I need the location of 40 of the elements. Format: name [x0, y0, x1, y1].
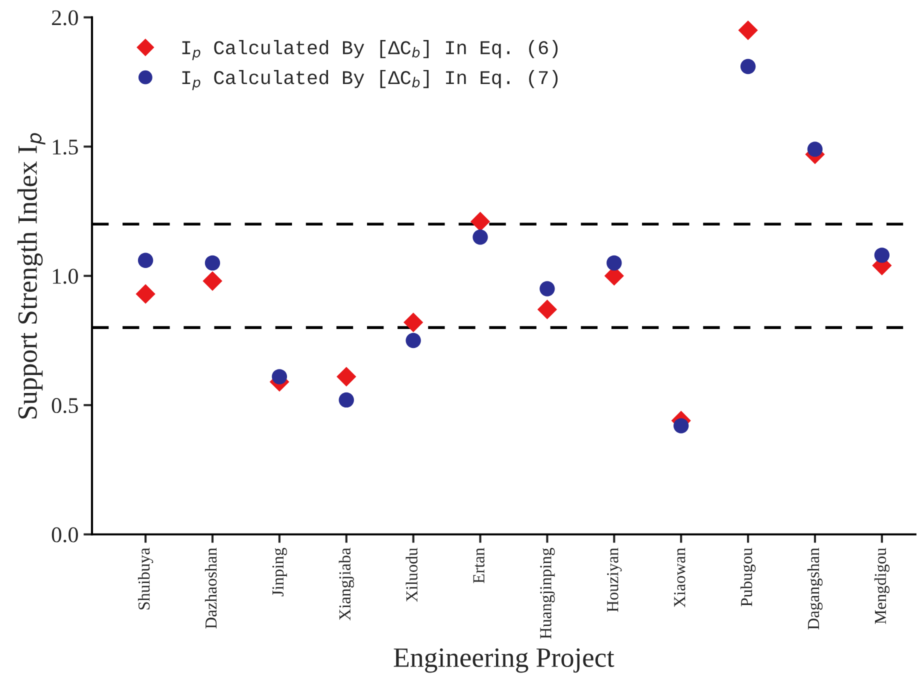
- point: [606, 255, 622, 271]
- point: [406, 332, 421, 348]
- legend-label: I$_{p}$ Calculated By [ΔC$_{b}$] In Eq. (6): [182, 40, 558, 60]
- point: [272, 369, 288, 384]
- point: [673, 418, 689, 434]
- x-tick-label: Xiluodu: [406, 548, 418, 602]
- x-axis-title: Engineering Project: [394, 648, 614, 673]
- point: [470, 212, 490, 232]
- y-tick-label: 0.5: [52, 398, 78, 414]
- y-tick-label: 1.0: [52, 268, 78, 284]
- point: [540, 281, 555, 296]
- point: [136, 284, 156, 304]
- x-tick-label: Dazhaoshan: [204, 548, 217, 629]
- point: [537, 300, 558, 320]
- y-tick-label: 2.0: [52, 10, 78, 26]
- x-tick-label: Shuibuya: [138, 548, 154, 610]
- point: [807, 142, 823, 157]
- point: [202, 271, 222, 291]
- x-tick-label: Dagangshan: [807, 548, 823, 630]
- point: [338, 392, 354, 408]
- y-axis-title: Support Strength Index I$_{p}$: [17, 133, 46, 418]
- point: [138, 252, 154, 268]
- x-tick-label: Houziyan: [607, 548, 622, 612]
- x-tick-label: Mengdigou: [874, 548, 890, 624]
- point: [336, 366, 356, 387]
- point: [404, 312, 424, 332]
- x-tick-label: Pubugou: [740, 548, 756, 606]
- point: [204, 255, 220, 271]
- x-tick-label: Xiaowan: [674, 548, 686, 608]
- x-tick-label: Xiangjiaba: [338, 548, 354, 620]
- x-tick-label: Huangjinping: [540, 548, 555, 639]
- point: [740, 58, 756, 74]
- point: [738, 20, 758, 40]
- y-tick-label: 1.5: [52, 140, 78, 155]
- x-tick-label: Jinping: [272, 548, 287, 596]
- point: [874, 248, 890, 263]
- legend-label: I$_{p}$ Calculated By [ΔC$_{b}$] In Eq. (7): [182, 70, 558, 90]
- x-tick-label: Ertan: [473, 548, 484, 584]
- point: [472, 229, 488, 245]
- y-tick-label: 0.0: [52, 527, 78, 542]
